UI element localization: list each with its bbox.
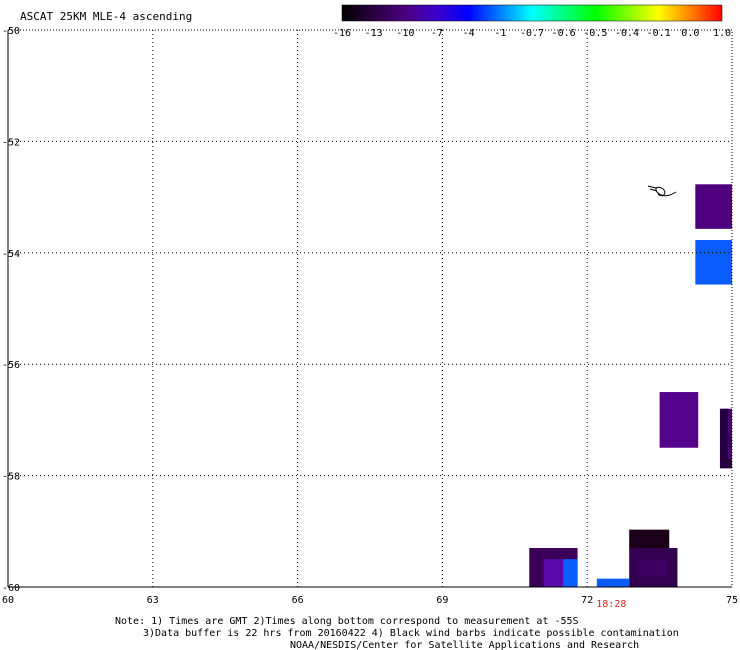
data-cell [563,559,578,587]
colorbar-label: -0.4 [615,28,639,39]
y-tick-label: -50 [2,26,20,37]
wind-barb [647,185,677,197]
x-tick-label: 66 [292,595,304,606]
colorbar-label: 0.0 [681,28,699,39]
data-cell [719,408,729,469]
chart-title: ASCAT 25KM MLE-4 ascending [20,10,192,23]
colorbar-label: -0.7 [520,28,544,39]
data-cell [629,529,670,549]
x-tick-label: 69 [436,595,448,606]
data-cell [727,433,732,449]
colorbar-label: -7 [431,28,443,39]
colorbar-label: -0.1 [647,28,671,39]
x-tick-label: 75 [726,595,738,606]
colorbar-label: -16 [333,28,351,39]
colorbar-label: -0.5 [583,28,607,39]
colorbar-label: -0.6 [552,28,576,39]
note-line-1: Note: 1) Times are GMT 2)Times along bot… [115,616,579,627]
colorbar: -16 -13 -10 -7 -4 -1 -0.7 -0.6 -0.5 -0.4 -0.1 0.0 1.… [333,4,731,39]
colorbar-label: -4 [463,28,475,39]
note-line-2: 3)Data buffer is 22 hrs from 20160422 4)… [143,628,679,639]
colorbar-label: 1.0 [713,28,731,39]
data-cell [695,184,732,229]
y-tick-label: -52 [2,137,20,148]
y-tick-labels: -50 -52 -54 -56 -58 -60 [2,26,20,594]
y-tick-label: -56 [2,360,20,371]
x-tick-label: 60 [2,595,14,606]
x-tick-label: 63 [147,595,159,606]
y-tick-label: -58 [2,472,20,483]
y-tick-label: -54 [2,249,20,260]
note-line-3: NOAA/NESDIS/Center for Satellite Applica… [290,640,639,650]
data-cell [638,559,667,576]
grid-lines [8,30,732,587]
x-tick-label: 72 [581,595,593,606]
colorbar-gradient [341,4,723,22]
colorbar-label: -1 [494,28,506,39]
axes [7,29,733,588]
data-cell [695,239,732,285]
x-tick-labels: 60 63 66 69 72 75 [2,595,738,606]
time-label: 18:28 [596,599,626,610]
time-labels: 18:28 [596,599,626,610]
y-tick-label: -60 [2,583,20,594]
plot-frame [7,29,733,588]
data-cell [727,458,732,469]
data-cells [529,184,732,587]
data-cell [596,578,630,587]
data-cell [659,392,699,448]
colorbar-label: -13 [365,28,383,39]
colorbar-label: -10 [396,28,414,39]
